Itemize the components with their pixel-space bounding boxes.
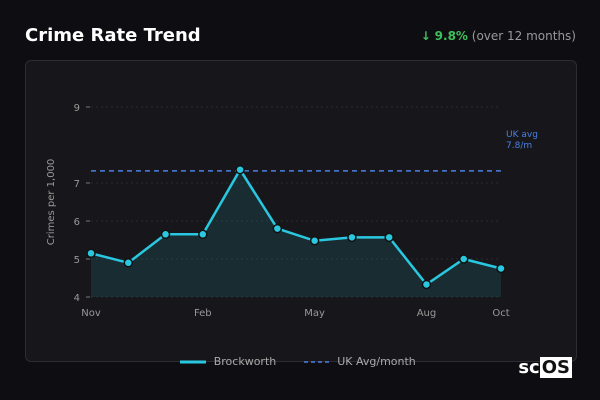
- series-area: [91, 169, 501, 297]
- data-point: [458, 254, 469, 264]
- legend: Brockworth UK Avg/month: [0, 355, 600, 368]
- x-tick-label: Feb: [194, 308, 212, 319]
- y-tick-label: 7: [74, 179, 80, 190]
- x-tick-label: Oct: [492, 308, 509, 319]
- y-axis-label: Crimes per 1,000: [46, 159, 57, 246]
- data-point: [272, 223, 283, 234]
- uk-avg-label-2: 7.8/m: [506, 141, 532, 151]
- legend-uk-swatch: [303, 361, 330, 363]
- data-point: [309, 236, 320, 246]
- change-percent: 9.8%: [434, 29, 468, 43]
- trend-change: ↓ 9.8% (over 12 months): [421, 29, 576, 43]
- y-tick-label: 6: [74, 217, 80, 228]
- data-point: [421, 279, 432, 290]
- chart-title: Crime Rate Trend: [25, 25, 201, 46]
- data-point: [123, 258, 134, 268]
- data-point: [235, 164, 245, 175]
- legend-uk-label: UK Avg/month: [337, 355, 416, 368]
- data-point: [160, 229, 171, 240]
- x-tick-label: Aug: [417, 308, 437, 319]
- data-point: [496, 263, 506, 274]
- series-line: [90, 167, 502, 287]
- data-point: [347, 232, 357, 243]
- chart-card: [25, 60, 577, 362]
- legend-series-swatch: [180, 360, 207, 364]
- data-point: [86, 248, 96, 259]
- change-period: (over 12 months): [471, 29, 576, 43]
- legend-series-label: Brockworth: [213, 355, 277, 368]
- scos-logo: sc OS: [518, 357, 572, 378]
- x-tick-label: Nov: [81, 308, 101, 319]
- data-point: [198, 229, 208, 240]
- y-tick-label: 5: [74, 255, 80, 266]
- x-tick-label: May: [304, 308, 325, 319]
- data-point: [384, 232, 394, 243]
- down-arrow-icon: ↓: [420, 29, 431, 43]
- y-tick-label: 9: [74, 103, 80, 114]
- uk-avg-label-1: UK avg: [506, 130, 538, 140]
- y-tick-label: 4: [74, 293, 80, 304]
